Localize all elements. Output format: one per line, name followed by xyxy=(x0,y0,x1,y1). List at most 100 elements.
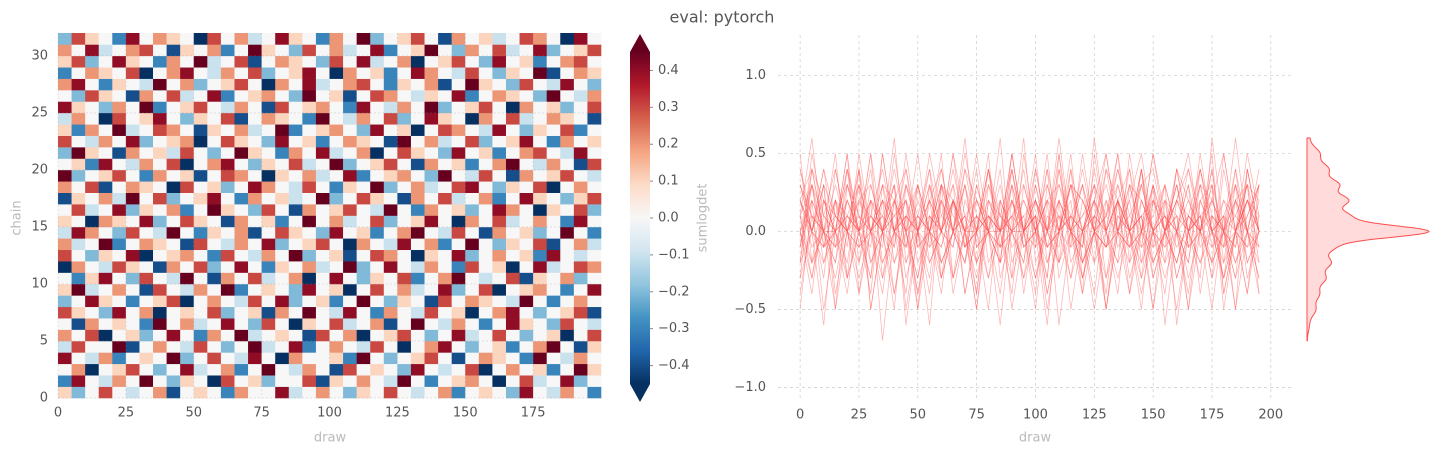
heatmap-cell xyxy=(85,90,100,102)
heatmap-cell xyxy=(166,101,181,114)
heatmap-cell xyxy=(261,90,276,102)
heatmap-cell xyxy=(451,55,466,68)
heatmap-cell xyxy=(410,283,425,296)
heatmap-cell xyxy=(302,90,317,102)
heatmap-cell xyxy=(302,192,317,205)
heatmap-cell xyxy=(153,375,167,387)
heatmap-cell xyxy=(451,192,466,205)
heatmap-cell xyxy=(261,44,276,57)
heatmap-cell xyxy=(424,204,439,216)
heatmap-cell xyxy=(343,318,357,330)
heatmap-cell xyxy=(410,44,425,57)
heatmap-cell xyxy=(220,283,235,296)
heatmap-cell xyxy=(424,283,439,296)
trace-line xyxy=(799,153,1260,310)
x-tick-label: 75 xyxy=(968,408,985,423)
heatmap-cell xyxy=(478,329,493,342)
heatmap-cell xyxy=(546,181,561,193)
heatmap-cell xyxy=(424,329,439,342)
heatmap-cell xyxy=(288,238,303,251)
heatmap-cell xyxy=(329,33,344,45)
heatmap-cell xyxy=(207,318,222,330)
heatmap-cell xyxy=(492,238,507,251)
heatmap-cell xyxy=(410,261,425,273)
heatmap-cell xyxy=(85,226,100,239)
heatmap-cell xyxy=(207,215,222,228)
heatmap-cell xyxy=(465,204,480,216)
heatmap-cell xyxy=(505,295,520,308)
heatmap-cell xyxy=(438,352,452,365)
heatmap-cell xyxy=(383,272,398,285)
heatmap-cell xyxy=(220,352,235,365)
heatmap-cell xyxy=(573,204,588,216)
heatmap-cell xyxy=(275,204,290,216)
heatmap-cell xyxy=(533,158,547,171)
heatmap-cell xyxy=(370,226,385,239)
heatmap-cell xyxy=(234,283,249,296)
trace-line xyxy=(799,169,1260,294)
heatmap-cell xyxy=(343,135,357,148)
heatmap-cell xyxy=(261,101,276,114)
heatmap-cell xyxy=(71,112,86,125)
heatmap-cell xyxy=(248,33,262,45)
heatmap-cell xyxy=(193,44,208,57)
heatmap-cell xyxy=(98,44,113,57)
heatmap-cell xyxy=(180,329,195,342)
heatmap-cell xyxy=(343,249,357,262)
heatmap-cell xyxy=(234,90,249,102)
heatmap-cell xyxy=(560,90,575,102)
heatmap-cell xyxy=(166,329,181,342)
heatmap-cell xyxy=(71,375,86,387)
heatmap-cell xyxy=(193,283,208,296)
heatmap-cell xyxy=(587,124,602,136)
heatmap-cell xyxy=(275,78,290,91)
heatmap-cell xyxy=(465,44,480,57)
heatmap-cell xyxy=(98,261,113,273)
trace-line xyxy=(799,137,1260,326)
heatmap-cell xyxy=(410,386,425,399)
heatmap-cell xyxy=(438,147,452,159)
heatmap-cell xyxy=(383,147,398,159)
trace-line xyxy=(799,153,1260,310)
heatmap-cell xyxy=(112,226,127,239)
heatmap-cell xyxy=(71,158,86,171)
heatmap-cell xyxy=(125,352,140,365)
heatmap-cell xyxy=(573,169,588,182)
heatmap-cell xyxy=(153,55,167,68)
heatmap-cell xyxy=(139,44,154,57)
heatmap-cell xyxy=(220,33,235,45)
heatmap-cell xyxy=(505,44,520,57)
heatmap-cell xyxy=(533,55,547,68)
heatmap-cell xyxy=(166,67,181,79)
heatmap-cell xyxy=(248,78,262,91)
heatmap-cell xyxy=(424,238,439,251)
heatmap-cell xyxy=(98,55,113,68)
heatmap-cell xyxy=(220,318,235,330)
heatmap-cell xyxy=(478,112,493,125)
heatmap-cell xyxy=(478,261,493,273)
heatmap-cell xyxy=(451,283,466,296)
heatmap-cell xyxy=(166,55,181,68)
heatmap-cell xyxy=(533,375,547,387)
heatmap-cell xyxy=(153,340,167,353)
heatmap-cell xyxy=(478,204,493,216)
heatmap-cell xyxy=(573,55,588,68)
heatmap-cell xyxy=(587,318,602,330)
heatmap-cell xyxy=(573,283,588,296)
heatmap-cell xyxy=(180,352,195,365)
heatmap-cell xyxy=(438,192,452,205)
heatmap-cell xyxy=(153,352,167,365)
heatmap-cell xyxy=(220,306,235,319)
heatmap-cell xyxy=(560,318,575,330)
heatmap-cell xyxy=(248,124,262,136)
heatmap-cell xyxy=(220,363,235,376)
heatmap-cell xyxy=(288,78,303,91)
heatmap-cell xyxy=(125,386,140,399)
heatmap-cell xyxy=(505,318,520,330)
heatmap-cell xyxy=(356,44,371,57)
heatmap-cell xyxy=(207,238,222,251)
heatmap-cell xyxy=(505,204,520,216)
heatmap-cell xyxy=(383,249,398,262)
heatmap-cell xyxy=(560,363,575,376)
heatmap-cell xyxy=(275,329,290,342)
